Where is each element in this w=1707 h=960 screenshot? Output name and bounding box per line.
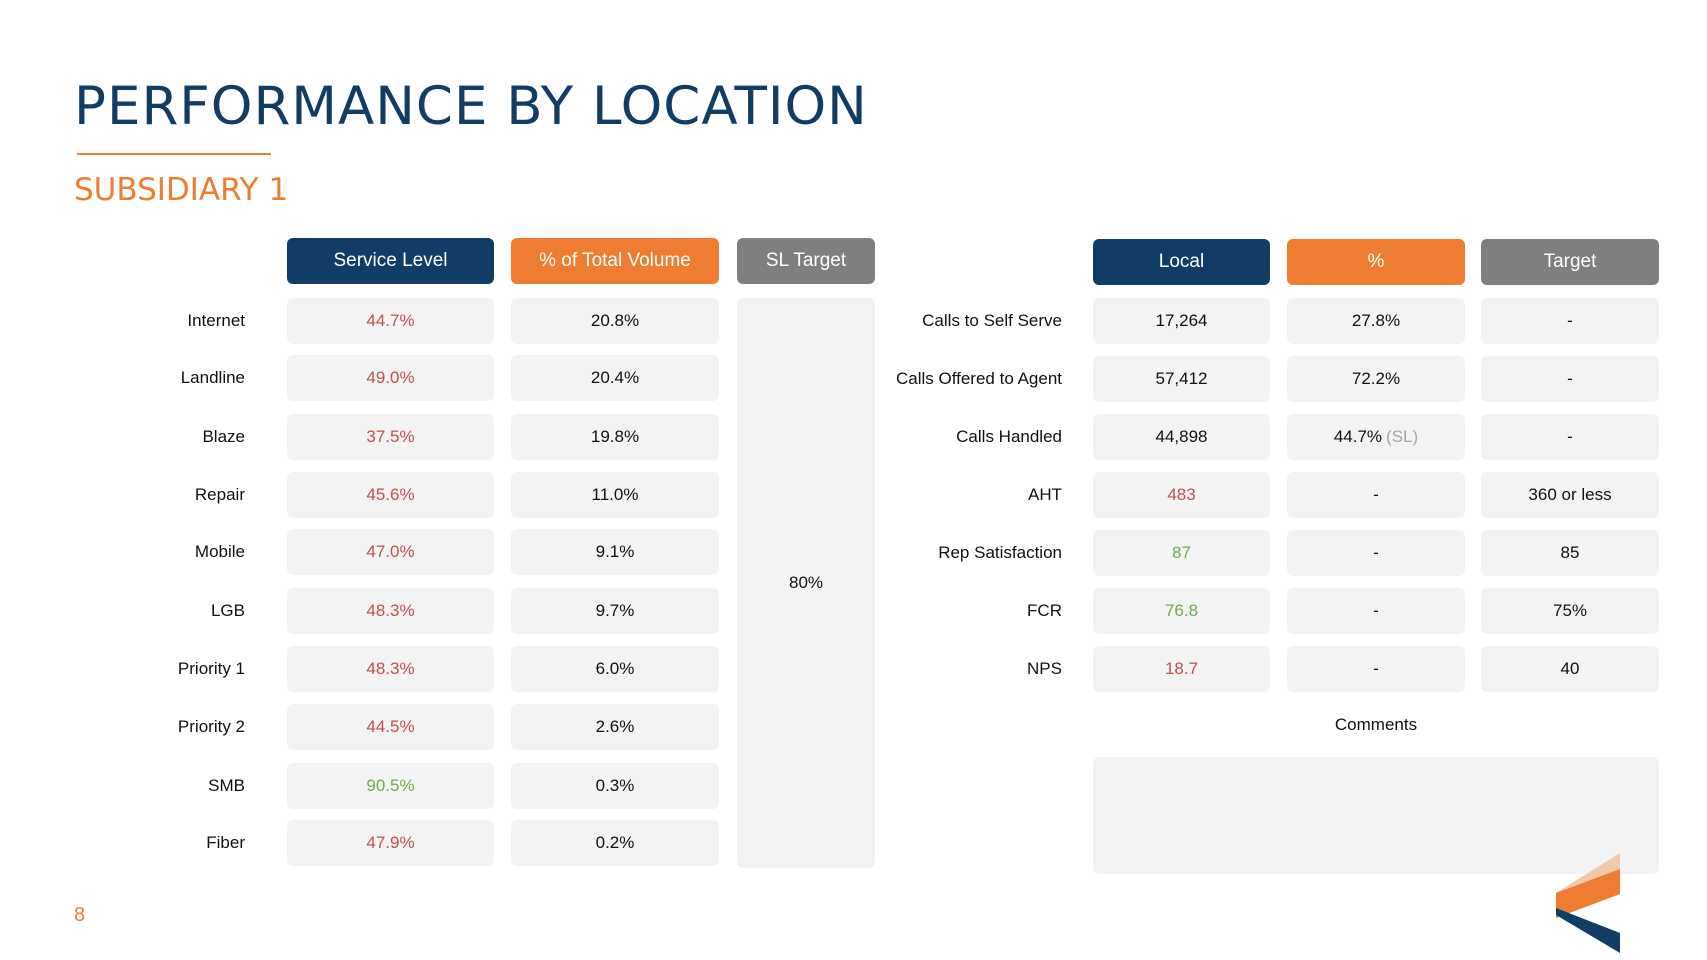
percent-value-cell: - — [1287, 646, 1465, 692]
service-level-cell: 48.3% — [287, 646, 494, 692]
local-value-cell: 17,264 — [1093, 298, 1270, 344]
total-volume-cell: 9.1% — [511, 529, 719, 575]
percent-value: - — [1373, 659, 1379, 678]
percent-value: 72.2% — [1351, 369, 1401, 388]
percent-value-cell: 44.7% (SL) — [1287, 414, 1465, 460]
comments-label: Comments — [1334, 715, 1418, 734]
metric-row-label: FCR — [1027, 601, 1062, 620]
local-value-cell: 483 — [1093, 472, 1270, 518]
percent-value-cell: - — [1287, 530, 1465, 576]
metric-row-label: Rep Satisfaction — [938, 543, 1062, 562]
title-underline — [77, 153, 271, 155]
percent-value-cell: - — [1287, 588, 1465, 634]
total-volume-cell: 11.0% — [511, 472, 719, 518]
company-logo-icon — [1556, 853, 1620, 953]
target-value-cell: - — [1481, 414, 1659, 460]
service-level-cell: 45.6% — [287, 472, 494, 518]
total-volume-cell: 20.4% — [511, 355, 719, 401]
location-row-label: LGB — [210, 601, 245, 620]
sl-target-header: SL Target — [737, 238, 875, 284]
logo-orange-band — [1556, 869, 1620, 918]
page-title: PERFORMANCE BY LOCATION — [74, 76, 868, 137]
target-value-cell: - — [1481, 356, 1659, 402]
logo-navy-band — [1556, 908, 1620, 953]
local-value-cell: 18.7 — [1093, 646, 1270, 692]
percent-value-cell: 27.8% — [1287, 298, 1465, 344]
location-row-label: Priority 1 — [177, 659, 245, 678]
page-subtitle: SUBSIDIARY 1 — [74, 172, 289, 208]
percent-header: % — [1287, 239, 1465, 285]
total-volume-cell: 0.3% — [511, 763, 719, 809]
percent-value-cell: 72.2% — [1287, 356, 1465, 402]
location-row-label: Landline — [180, 368, 245, 387]
location-row-label: Mobile — [194, 542, 245, 561]
location-row-label: Priority 2 — [177, 717, 245, 736]
total-volume-header: % of Total Volume — [511, 238, 719, 284]
location-row-label: SMB — [208, 776, 245, 795]
local-value-cell: 57,412 — [1093, 356, 1270, 402]
sl-target-cell: 80% — [737, 298, 875, 868]
location-row-label: Fiber — [206, 833, 245, 852]
service-level-cell: 90.5% — [287, 763, 494, 809]
total-volume-cell: 19.8% — [511, 414, 719, 460]
service-level-cell: 37.5% — [287, 414, 494, 460]
target-value-cell: 40 — [1481, 646, 1659, 692]
service-level-cell: 44.7% — [287, 298, 494, 344]
service-level-cell: 44.5% — [287, 704, 494, 750]
comments-box — [1093, 757, 1659, 874]
target-header: Target — [1481, 239, 1659, 285]
percent-value-cell: - — [1287, 472, 1465, 518]
service-level-cell: 48.3% — [287, 588, 494, 634]
metric-row-label: Calls Offered to Agent — [895, 369, 1062, 388]
percent-value: - — [1373, 601, 1379, 620]
service-level-cell: 47.9% — [287, 820, 494, 866]
percent-note: (SL) — [1386, 427, 1419, 446]
target-value-cell: 360 or less — [1481, 472, 1659, 518]
metric-row-label: Calls Handled — [956, 427, 1062, 446]
local-value-cell: 76.8 — [1093, 588, 1270, 634]
location-row-label: Blaze — [202, 427, 245, 446]
target-value-cell: 85 — [1481, 530, 1659, 576]
service-level-cell: 47.0% — [287, 529, 494, 575]
percent-value: 44.7% — [1333, 427, 1383, 446]
location-row-label: Repair — [194, 485, 245, 504]
page-number: 8 — [74, 904, 86, 926]
local-header: Local — [1093, 239, 1270, 285]
total-volume-cell: 20.8% — [511, 298, 719, 344]
total-volume-cell: 0.2% — [511, 820, 719, 866]
metric-row-label: NPS — [1027, 659, 1062, 678]
total-volume-cell: 2.6% — [511, 704, 719, 750]
total-volume-cell: 6.0% — [511, 646, 719, 692]
local-value-cell: 44,898 — [1093, 414, 1270, 460]
service-level-cell: 49.0% — [287, 355, 494, 401]
service-level-header: Service Level — [287, 238, 494, 284]
percent-value: - — [1373, 485, 1379, 504]
target-value-cell: 75% — [1481, 588, 1659, 634]
metric-row-label: Calls to Self Serve — [922, 311, 1062, 330]
location-row-label: Internet — [187, 311, 245, 330]
sl-target-value: 80% — [788, 573, 824, 592]
target-value-cell: - — [1481, 298, 1659, 344]
metric-row-label: AHT — [1028, 485, 1062, 504]
percent-value: 27.8% — [1351, 311, 1401, 330]
total-volume-cell: 9.7% — [511, 588, 719, 634]
percent-value: - — [1373, 543, 1379, 562]
local-value-cell: 87 — [1093, 530, 1270, 576]
